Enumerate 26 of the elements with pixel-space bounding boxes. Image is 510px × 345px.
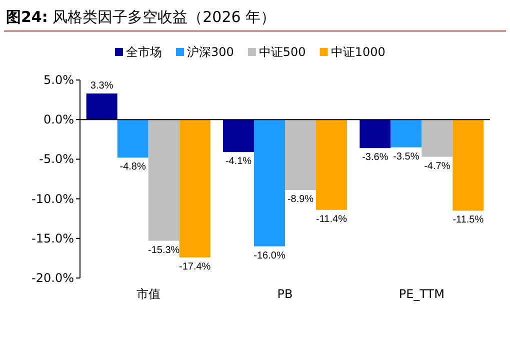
legend-label: 沪深300 [187, 45, 234, 59]
legend-label: 中证500 [258, 45, 306, 59]
data-label: -17.4% [178, 261, 211, 272]
chart-title: 图24: 风格类因子多空收益（2026 年） [6, 8, 276, 26]
x-tick-label: PB [277, 287, 293, 301]
data-label: -15.3% [148, 244, 180, 256]
data-label: -4.1% [225, 156, 252, 168]
y-tick-label: -20.0% [32, 271, 74, 285]
data-label: -11.4% [316, 214, 348, 225]
y-tick-label: 0.0% [44, 112, 74, 127]
data-label: -3.5% [393, 151, 420, 162]
y-tick-label: -10.0% [32, 192, 74, 206]
y-tick-label: 5.0% [44, 73, 74, 87]
x-tick-label: PE_TTM [398, 287, 444, 301]
data-label: 3.3% [90, 80, 114, 92]
legend-label: 中证1000 [330, 45, 386, 59]
y-tick-label: -5.0% [39, 152, 74, 166]
data-label: -16.0% [254, 250, 286, 262]
data-label: -4.8% [120, 162, 146, 173]
data-label: -4.7% [424, 160, 450, 172]
data-label: -11.5% [452, 214, 484, 226]
legend-label: 全市场 [126, 45, 162, 59]
data-label: -8.9% [287, 194, 314, 206]
x-tick-label: 市值 [136, 287, 160, 301]
data-label: -3.6% [362, 152, 388, 164]
y-tick-label: -15.0% [32, 231, 74, 246]
